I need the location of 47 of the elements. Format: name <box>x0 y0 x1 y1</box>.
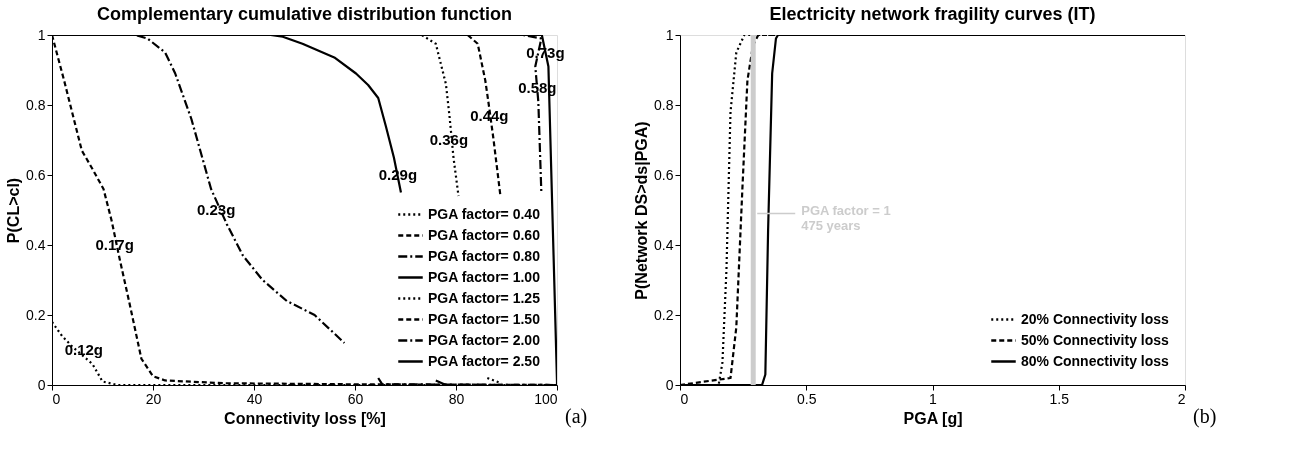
legend-label: PGA factor= 2.00 <box>428 331 541 348</box>
x-tick-label: 40 <box>246 390 263 407</box>
text: (a) <box>565 405 588 428</box>
y-tick-label: 0.4 <box>26 236 46 253</box>
annotation: 0.44g <box>470 106 509 124</box>
y-tick-label: 0.4 <box>654 236 674 253</box>
y-tick-label: 0.8 <box>654 96 674 113</box>
text: (b) <box>1193 405 1217 428</box>
legend-label: PGA factor= 0.60 <box>428 226 541 243</box>
legend-label: PGA factor= 1.00 <box>428 268 541 285</box>
y-tick-label: 1 <box>665 26 674 43</box>
x-tick-label: 2 <box>1177 390 1186 407</box>
legend-label: PGA factor= 0.40 <box>428 205 541 222</box>
y-tick-label: 0.6 <box>26 166 46 183</box>
x-tick-label: 0.5 <box>797 390 817 407</box>
y-tick-label: 0 <box>665 376 674 393</box>
x-tick-label: 60 <box>347 390 364 407</box>
legend-label: PGA factor= 1.50 <box>428 310 541 327</box>
x-tick-label: 0 <box>52 390 61 407</box>
legend-label: PGA factor= 1.25 <box>428 289 541 306</box>
x-axis-title: Connectivity loss [%] <box>224 409 386 427</box>
x-tick-label: 1 <box>929 390 938 407</box>
chart-title: Electricity network fragility curves (IT) <box>769 4 1096 24</box>
legend-label: PGA factor= 0.80 <box>428 247 541 264</box>
y-axis-title: P(Network DS>ds|PGA) <box>633 121 651 300</box>
x-tick-label: 1.5 <box>1049 390 1070 407</box>
legend-label: 80% Connectivity loss <box>1021 352 1170 369</box>
legend-label: PGA factor= 2.50 <box>428 352 541 369</box>
x-axis-title: PGA [g] <box>903 409 963 427</box>
y-tick-label: 0.2 <box>654 306 674 323</box>
y-tick-label: 0.8 <box>26 96 46 113</box>
y-tick-label: 0 <box>37 376 46 393</box>
y-axis-title: P(CL>cl) <box>5 177 23 244</box>
x-tick-label: 80 <box>448 390 465 407</box>
annotation: 0.17g <box>95 236 134 253</box>
x-tick-label: 0 <box>680 390 689 407</box>
x-tick-label: 20 <box>145 390 162 407</box>
y-tick-label: 1 <box>37 26 46 43</box>
annotation: 0.12g <box>64 341 103 358</box>
annotation: 0.36g <box>429 131 469 148</box>
x-tick-label: 100 <box>534 390 558 407</box>
chart-title: Complementary cumulative distribution function <box>96 4 513 24</box>
legend-label: 20% Connectivity loss <box>1021 310 1170 327</box>
y-tick-label: 0.6 <box>654 166 674 183</box>
y-tick-label: 0.2 <box>26 306 46 323</box>
legend-label: 50% Connectivity loss <box>1021 331 1170 348</box>
annotation: 0.23g <box>196 201 236 218</box>
